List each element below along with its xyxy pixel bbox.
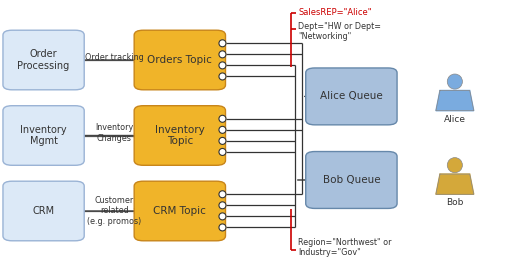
Text: SalesREP="Alice": SalesREP="Alice" [298,8,371,17]
Ellipse shape [219,224,226,231]
Ellipse shape [219,202,226,209]
Text: Alice Queue: Alice Queue [319,91,382,101]
Text: Inventory
Topic: Inventory Topic [155,125,205,146]
Text: Dept="HW or Dept=
"Networking": Dept="HW or Dept= "Networking" [298,22,381,41]
Ellipse shape [219,62,226,69]
Ellipse shape [219,137,226,144]
Polygon shape [435,91,473,111]
FancyBboxPatch shape [3,181,84,241]
FancyBboxPatch shape [305,151,396,208]
Text: Bob Queue: Bob Queue [322,175,379,185]
Text: Orders Topic: Orders Topic [147,55,212,65]
FancyBboxPatch shape [3,106,84,165]
Ellipse shape [446,158,462,173]
Ellipse shape [219,149,226,156]
Ellipse shape [219,115,226,122]
FancyBboxPatch shape [134,181,225,241]
Text: CRM: CRM [32,206,55,216]
Ellipse shape [446,74,462,89]
Ellipse shape [219,73,226,80]
Ellipse shape [219,51,226,58]
Polygon shape [435,174,473,194]
FancyBboxPatch shape [305,68,396,125]
Text: Customer
related
(e.g. promos): Customer related (e.g. promos) [87,196,141,226]
Text: Order tracking: Order tracking [85,53,143,62]
Ellipse shape [219,40,226,47]
Text: Bob: Bob [445,198,463,207]
Text: Region="Northwest" or
Industry="Gov": Region="Northwest" or Industry="Gov" [298,238,391,257]
Ellipse shape [219,191,226,198]
Text: Inventory
Changes: Inventory Changes [95,123,133,143]
Text: Inventory
Mgmt: Inventory Mgmt [20,125,67,146]
Text: Alice: Alice [443,115,465,124]
FancyBboxPatch shape [3,30,84,90]
Text: CRM Topic: CRM Topic [153,206,206,216]
Ellipse shape [219,213,226,220]
Text: Order
Processing: Order Processing [18,49,70,71]
FancyBboxPatch shape [134,106,225,165]
Ellipse shape [219,126,226,133]
FancyBboxPatch shape [134,30,225,90]
